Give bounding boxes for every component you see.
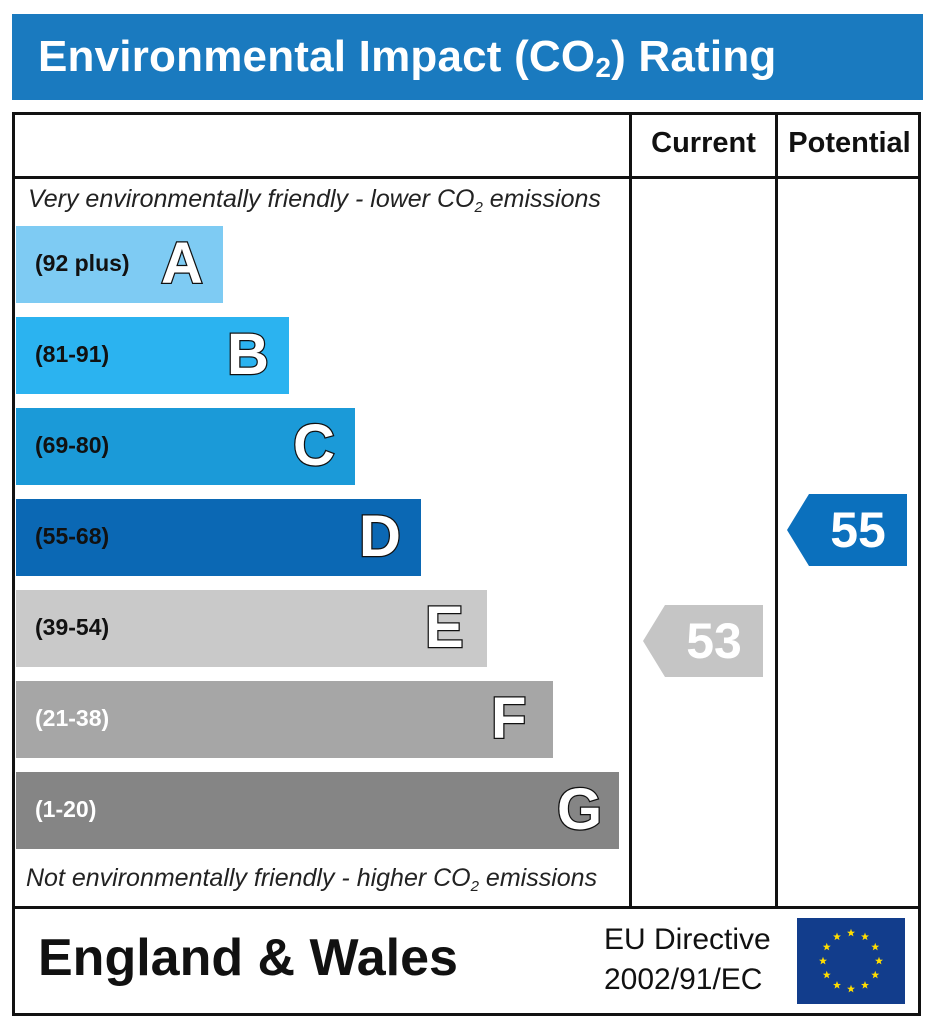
eu-directive-line1: EU Directive [604, 923, 771, 956]
potential-arrow-shape [787, 493, 907, 566]
current-rating-value: 53 [686, 612, 742, 669]
band-letter: C [292, 412, 336, 480]
potential-rating-arrow: 55 [787, 493, 907, 566]
band-f: (21-38) F [16, 681, 553, 758]
eu-star-icon [847, 928, 855, 937]
eu-star-icon [822, 970, 831, 979]
band-letter: B [226, 321, 270, 389]
eu-star-icon [819, 956, 827, 965]
band-letter: A [160, 230, 204, 298]
band-letter: E [424, 594, 465, 662]
eu-star-icon [833, 981, 841, 989]
eu-star-icon [871, 942, 880, 951]
region-label: England & Wales [38, 929, 458, 987]
footer-divider [12, 906, 921, 909]
band-d: (55-68) D [16, 499, 421, 576]
band-a: (92 plus) A [16, 226, 223, 303]
column-header-potential: Potential [788, 127, 911, 159]
band-range-label: (21-38) [35, 705, 110, 731]
eu-directive: EU Directive 2002/91/EC [604, 920, 771, 1000]
band-range-label: (55-68) [35, 523, 110, 549]
band-range-label: (39-54) [35, 614, 110, 640]
eu-star-icon [822, 942, 831, 951]
note-top: Very environmentally friendly - lower CO… [28, 185, 601, 216]
title-bar: Environmental Impact (CO2) Rating [12, 14, 923, 100]
divider-potential [775, 112, 778, 909]
divider-current [629, 112, 632, 909]
band-g: (1-20) G [16, 772, 619, 849]
column-header-current: Current [651, 127, 756, 159]
current-rating-arrow: 53 [643, 604, 763, 677]
chart-title: Environmental Impact (CO2) Rating [38, 32, 777, 83]
band-range-label: (92 plus) [35, 250, 130, 276]
eu-star-icon [875, 956, 883, 965]
band-b: (81-91) B [16, 317, 289, 394]
band-range-label: (69-80) [35, 432, 110, 458]
band-letter: G [556, 776, 604, 844]
band-letter: D [358, 503, 402, 571]
band-e: (39-54) E [16, 590, 487, 667]
eu-star-icon [847, 984, 855, 993]
eu-star-icon [861, 981, 869, 989]
eu-star-icon [833, 932, 841, 941]
rating-frame [12, 112, 921, 1016]
note-bottom: Not environmentally friendly - higher CO… [26, 864, 598, 895]
current-arrow-polygon [643, 604, 763, 677]
potential-rating-value: 55 [830, 501, 886, 558]
current-arrow-shape [643, 604, 763, 677]
band-range-label: (1-20) [35, 796, 97, 822]
eu-star-icon [871, 970, 880, 979]
eu-directive-line2: 2002/91/EC [604, 963, 763, 996]
eu-star-icon [861, 932, 869, 941]
header-divider [12, 176, 921, 179]
band-range-label: (81-91) [35, 341, 110, 367]
band-letter: F [490, 685, 528, 753]
band-c: (69-80) C [16, 408, 355, 485]
potential-arrow-polygon [787, 493, 907, 566]
eu-flag-icon [797, 918, 905, 1004]
